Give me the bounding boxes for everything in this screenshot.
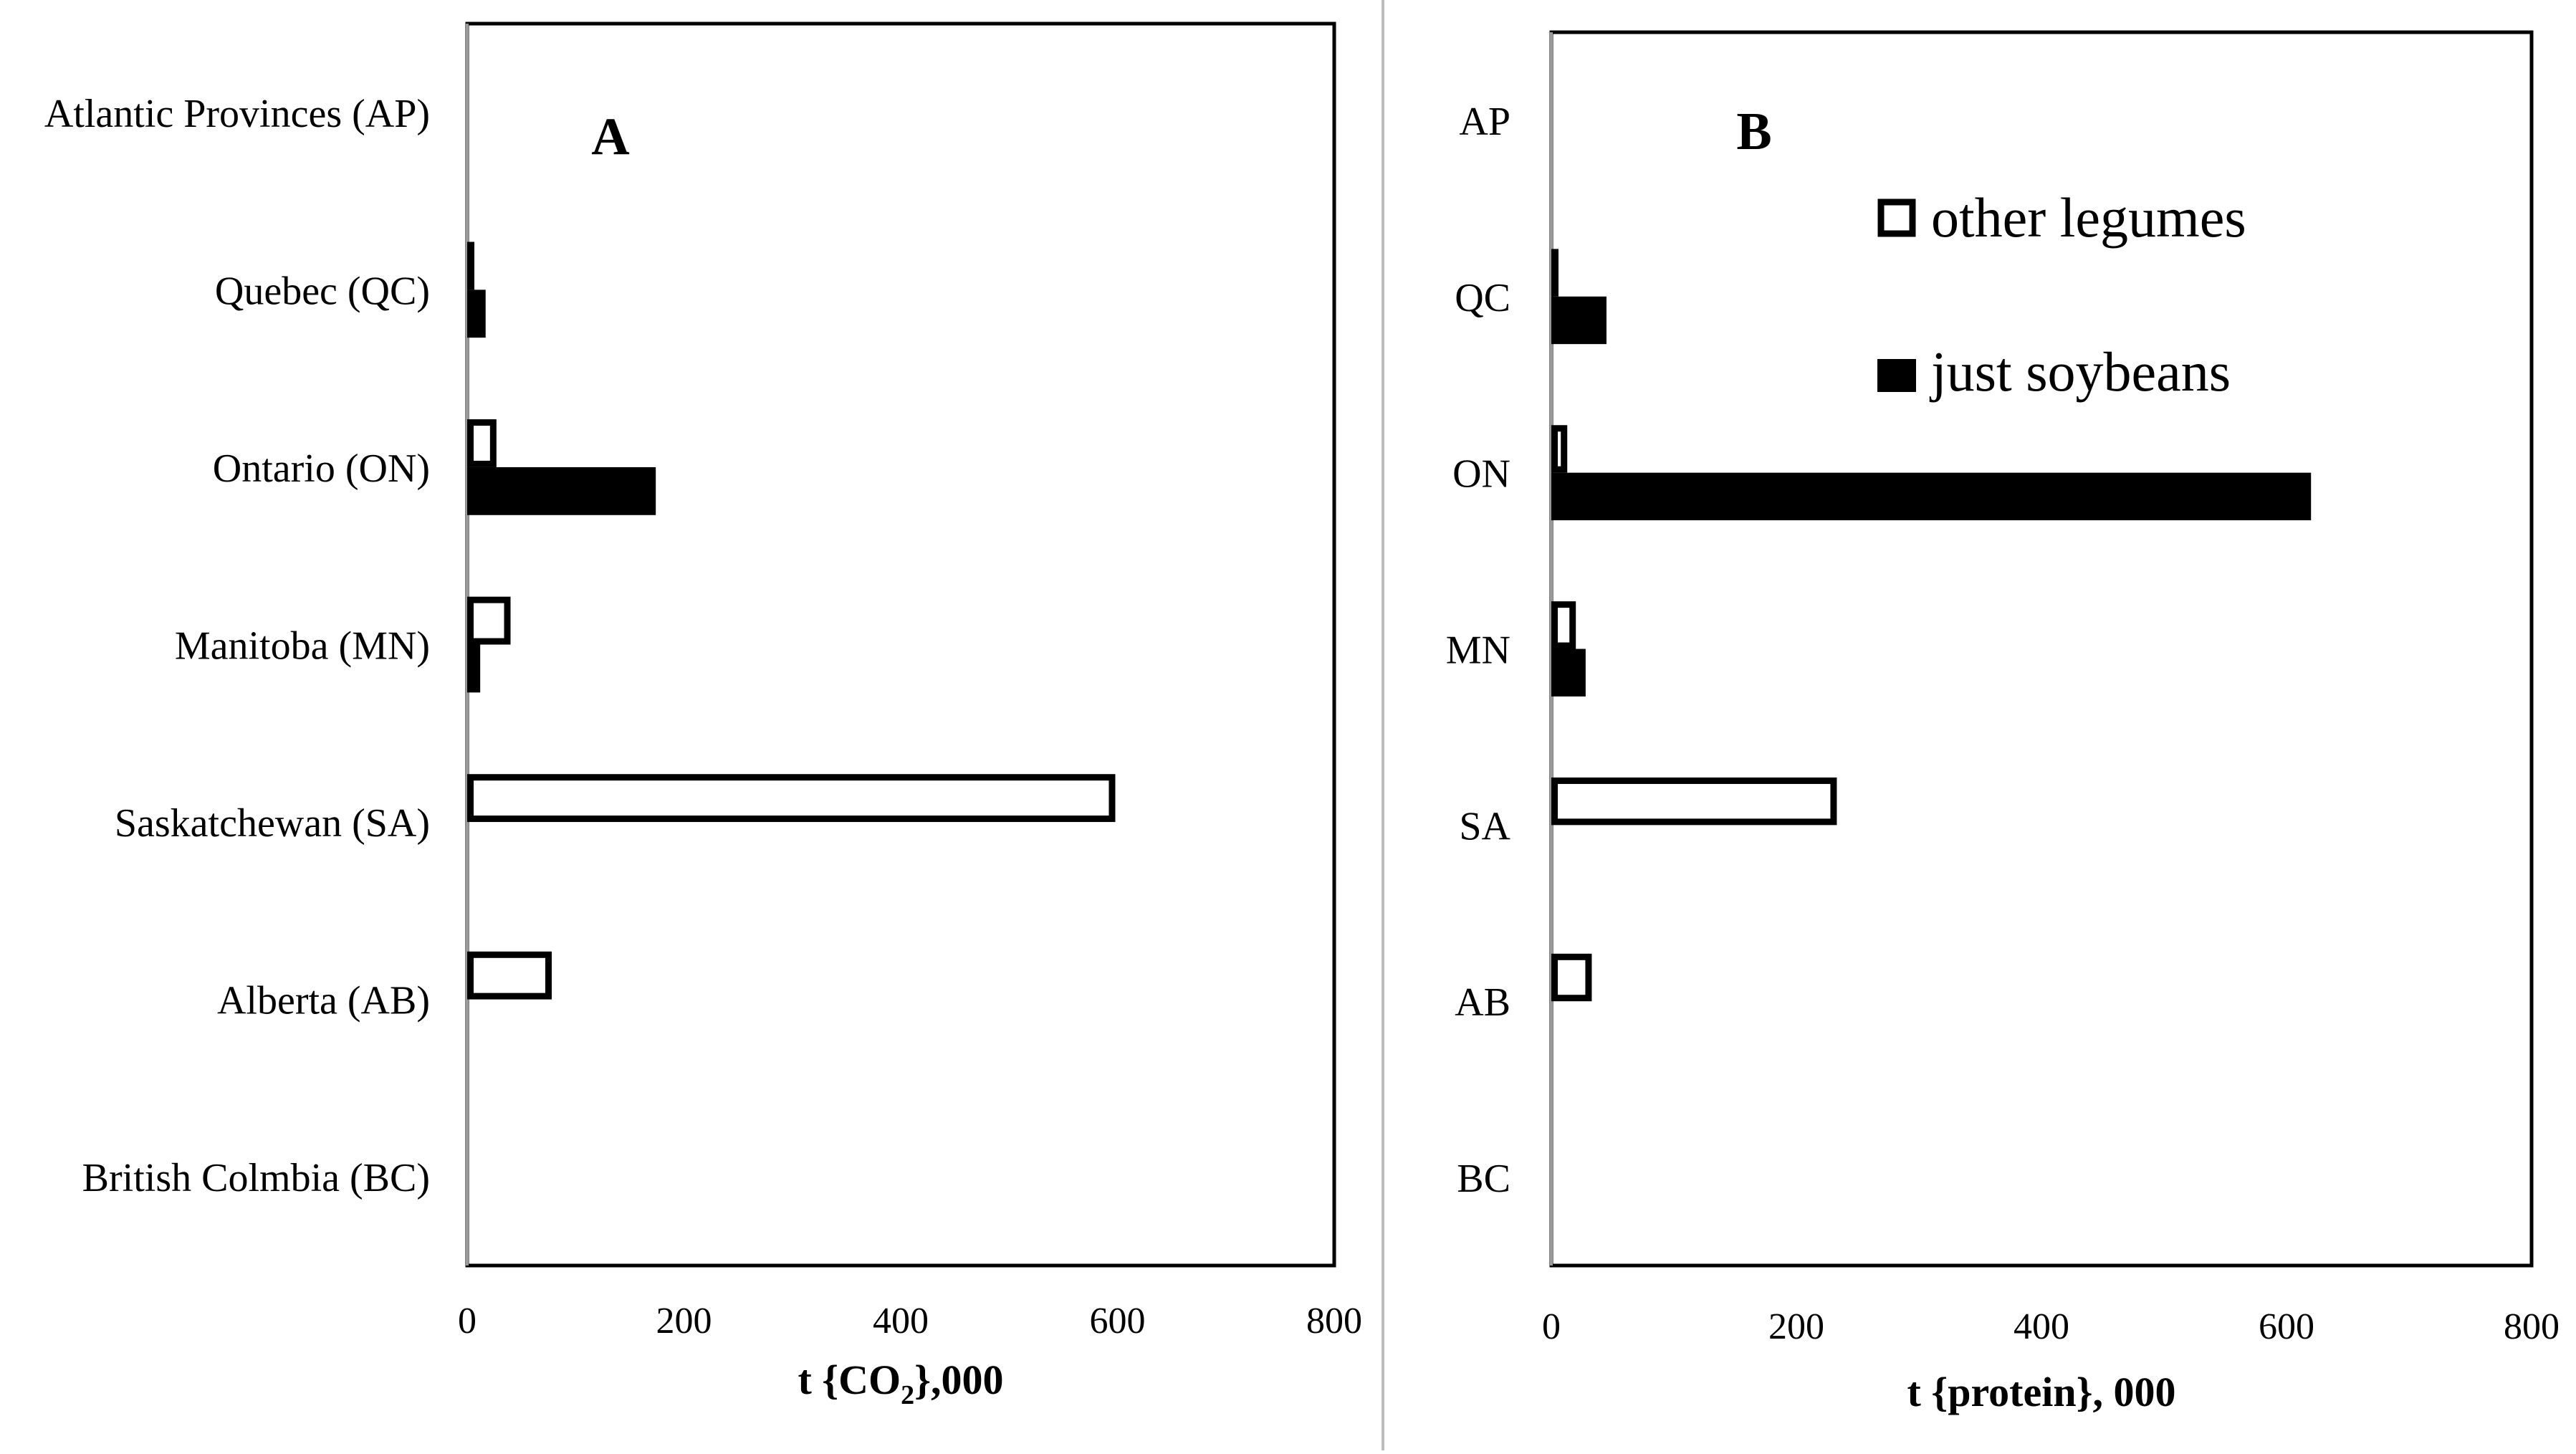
panel-a-category-label: Alberta (AB) <box>217 979 430 1023</box>
panel-b-category-label: MN <box>1446 628 1510 673</box>
panel-a-x-tick-label: 400 <box>873 1301 929 1341</box>
panel-a-x-axis-label: t {CO2},000 <box>798 1357 1003 1410</box>
panel-b-x-tick-label: 400 <box>2014 1306 2069 1347</box>
panel-a-category-label: Saskatchewan (SA) <box>115 801 430 846</box>
panel-a-bar-just-soybeans <box>467 290 486 338</box>
panel-a-x-tick-label: 200 <box>656 1301 712 1341</box>
panel-b-bars <box>1551 249 2312 1002</box>
legend-swatch-just-soybeans <box>1877 359 1916 392</box>
panel-divider <box>1382 0 1384 1450</box>
panel-a-bar-other-legumes <box>467 596 511 645</box>
panel-b: B AP QC ON MN SA AB BC 0 200 400 600 800 t {protei… <box>1446 30 2560 1415</box>
panel-b-title: B <box>1736 102 1771 161</box>
panel-b-x-tick-label: 200 <box>1768 1306 1824 1347</box>
panel-b-category-label: SA <box>1459 804 1510 848</box>
panel-a-bars <box>467 241 1116 1000</box>
panel-a-bar-just-soybeans <box>467 467 656 515</box>
panel-b-category-label: ON <box>1452 452 1510 497</box>
legend: other legumes just soybeans <box>1877 186 2246 403</box>
panel-b-category-label: QC <box>1455 276 1510 320</box>
panel-a-tick-labels: 0 200 400 600 800 <box>458 1301 1362 1341</box>
panel-a-title: A <box>591 107 629 166</box>
panel-a-bar-just-soybeans <box>467 644 481 693</box>
panel-b-bar-other-legumes <box>1551 953 1592 1002</box>
panel-b-bar-just-soybeans <box>1551 296 1607 345</box>
panel-a-category-label: British Colmbia (BC) <box>82 1156 430 1200</box>
panel-b-x-tick-label: 800 <box>2504 1306 2560 1347</box>
panel-a-category-label: Atlantic Provinces (AP) <box>44 92 430 136</box>
panel-a-category-labels: Atlantic Provinces (AP) Quebec (QC) Ontari… <box>44 92 430 1200</box>
panel-a-frame <box>465 21 1336 1268</box>
panel-b-bar-other-legumes <box>1551 601 1576 649</box>
panel-a: A Atlantic Provinces (AP) Quebec (QC) Onta… <box>44 21 1362 1410</box>
panel-b-category-label: AB <box>1455 980 1510 1025</box>
panel-a-x-tick-label: 600 <box>1090 1301 1146 1341</box>
panel-b-category-labels: AP QC ON MN SA AB BC <box>1446 100 1511 1201</box>
legend-swatch-other-legumes <box>1877 199 1916 237</box>
panel-a-bar-other-legumes <box>467 951 552 1000</box>
panel-b-bar-other-legumes <box>1551 249 1558 297</box>
panel-b-bar-just-soybeans <box>1551 472 2312 521</box>
panel-b-bar-other-legumes <box>1551 777 1837 826</box>
panel-a-bar-other-legumes <box>467 774 1116 823</box>
legend-label-other-legumes: other legumes <box>1931 186 2246 249</box>
panel-a-x-tick-label: 800 <box>1306 1301 1362 1341</box>
panel-b-category-label: BC <box>1457 1157 1510 1201</box>
panel-b-x-tick-label: 600 <box>2259 1306 2314 1347</box>
panel-b-bar-just-soybeans <box>1551 649 1586 697</box>
panel-a-bar-other-legumes <box>467 419 497 467</box>
panel-a-x-tick-label: 0 <box>458 1301 477 1341</box>
panel-a-category-label: Quebec (QC) <box>215 269 430 313</box>
legend-label-just-soybeans: just soybeans <box>1929 340 2231 403</box>
panel-b-x-axis-label: t {protein}, 000 <box>1907 1369 2176 1415</box>
panel-b-x-tick-label: 0 <box>1542 1306 1561 1347</box>
panel-a-category-label: Ontario (ON) <box>213 446 430 491</box>
panel-b-bar-other-legumes <box>1551 425 1568 473</box>
panel-a-category-label: Manitoba (MN) <box>175 624 430 669</box>
panel-b-category-label: AP <box>1459 100 1510 144</box>
panel-b-tick-labels: 0 200 400 600 800 <box>1542 1306 2560 1347</box>
